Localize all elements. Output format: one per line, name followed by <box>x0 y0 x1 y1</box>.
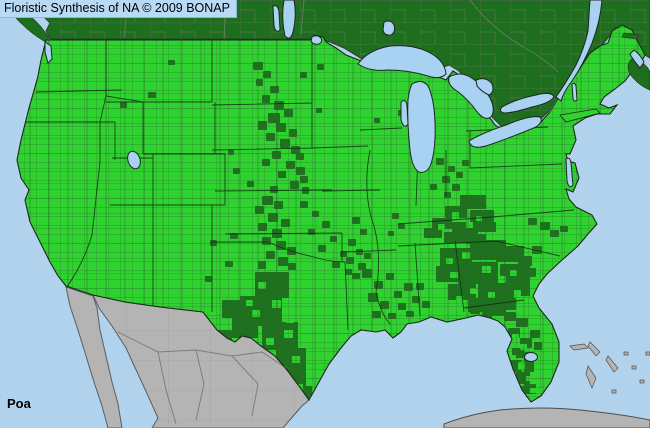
state-borders <box>22 40 575 331</box>
green-bay <box>400 100 409 127</box>
lake-champlain <box>571 82 578 102</box>
long-island <box>559 108 601 123</box>
canada-province-borders <box>123 0 559 73</box>
georgian-bay <box>475 78 494 96</box>
lake-superior <box>357 45 447 79</box>
puget-sound <box>44 41 53 64</box>
nova-scotia <box>627 57 650 91</box>
lake-ontario <box>499 92 555 114</box>
map-title-bar: Floristic Synthesis of NA © 2009 BONAP <box>0 0 237 18</box>
great-salt-lake <box>127 150 141 170</box>
lake-winnipeg <box>282 0 296 39</box>
lake-nipigon <box>382 20 396 36</box>
lake-of-the-woods <box>310 35 323 45</box>
prince-edward-island <box>621 32 640 40</box>
bay-of-fundy <box>629 49 645 69</box>
chesapeake-bay <box>565 157 574 188</box>
maritime-canada <box>621 32 650 91</box>
st-lawrence-river <box>555 0 603 102</box>
lake-michigan <box>407 80 436 173</box>
lake-huron <box>448 73 494 119</box>
cuba <box>443 407 650 428</box>
lake-manitoba <box>272 5 281 32</box>
great-lakes <box>44 0 645 362</box>
lake-okeechobee <box>524 352 538 362</box>
bahamas-islands <box>569 341 650 394</box>
taxon-name-label: Poa <box>7 396 31 411</box>
lake-erie <box>468 116 542 148</box>
mexico-state-borders <box>117 331 287 425</box>
